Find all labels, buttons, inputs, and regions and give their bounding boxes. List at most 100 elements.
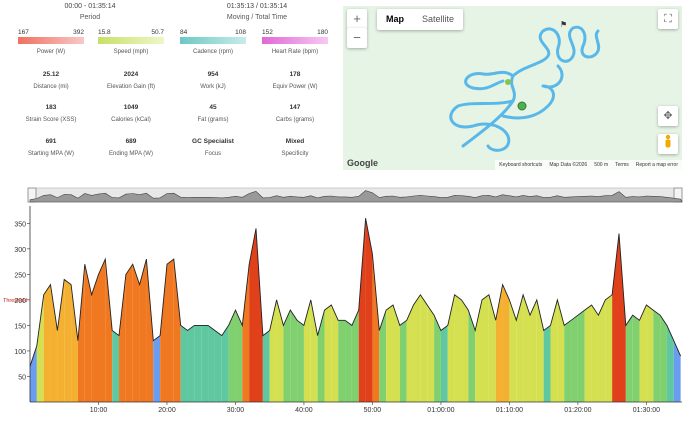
power-area-segment	[30, 345, 37, 402]
map-pan-button[interactable]: ✥	[658, 106, 678, 126]
keyboard-shortcuts-link[interactable]: Keyboard shortcuts	[499, 162, 543, 168]
moving-header: 01:35:13 / 01:35:14 Moving / Total Time	[202, 3, 312, 21]
fullscreen-button[interactable]: ⛶	[658, 9, 678, 29]
moving-time: 01:35:13 / 01:35:14	[226, 3, 288, 10]
power-area-segment	[132, 264, 140, 402]
power-area-segment	[420, 294, 428, 402]
metric-value: Mixed	[285, 138, 305, 145]
google-logo: Google	[347, 158, 378, 168]
power-area-segment	[166, 259, 174, 402]
zoom-out-button[interactable]: −	[347, 28, 367, 48]
y-tick-label: 150	[14, 323, 26, 330]
metric-label: Equiv Power (W)	[272, 84, 318, 90]
scale-text: 500 m	[594, 162, 609, 168]
power-area-segment	[345, 320, 352, 402]
x-tick-label: 40:00	[295, 407, 313, 414]
power-area-segment	[406, 305, 414, 402]
metric-carbs: 147 Carbs (grams)	[255, 104, 335, 123]
metric-value: 178	[289, 71, 301, 78]
power-area-segment	[125, 264, 133, 402]
metric-elevation: 2024 Elevation Gain (ft)	[91, 71, 171, 90]
route-map[interactable]: ⚑ Map Satellite + − ⛶ ✥ Google Keyboard …	[343, 6, 682, 170]
metric-label: Calories (kCal)	[111, 117, 151, 123]
power-area-segment	[618, 233, 626, 402]
power-area-segment	[660, 315, 667, 402]
power-area-segment	[591, 305, 599, 402]
power-area-segment	[577, 310, 585, 402]
cadence-bar	[180, 37, 246, 44]
metric-specificity: Mixed Specificity	[255, 138, 335, 157]
power-chart-svg[interactable]: 50 100 150 200 250 300 350 10:00 20:00 30:00 40:00…	[0, 180, 690, 418]
power-area-segment	[550, 299, 558, 402]
metric-label: Ending MPA (W)	[109, 151, 153, 157]
terms-link[interactable]: Terms	[615, 162, 629, 168]
power-area-segment	[290, 310, 298, 402]
metric-strain: 183 Strain Score (XSS)	[11, 104, 91, 123]
power-area-segment	[488, 294, 496, 402]
x-tick-label: 01:10:00	[496, 407, 523, 414]
route-map-canvas[interactable]: ⚑	[343, 6, 682, 170]
power-area-segment	[516, 294, 524, 402]
power-area-segment	[598, 299, 606, 402]
tab-satellite[interactable]: Satellite	[422, 14, 455, 24]
power-area-segment	[269, 299, 277, 402]
power-chart[interactable]: 50 100 150 200 250 300 350 10:00 20:00 30:00 40:00…	[0, 180, 690, 418]
power-area-segment	[564, 320, 572, 402]
map-data-text: Map Data ©2026	[549, 162, 588, 168]
power-area-segment	[338, 320, 346, 402]
power-area-segment	[468, 310, 476, 402]
power-area-segment	[98, 259, 106, 402]
metric-label: Elevation Gain (ft)	[106, 84, 156, 90]
power-area-segment	[605, 294, 613, 402]
power-area-segment	[392, 305, 400, 402]
speed-min: 15.8	[98, 29, 111, 36]
power-area-segment	[612, 233, 619, 402]
speed-label: Speed (mph)	[113, 49, 149, 55]
power-area-segment	[297, 320, 304, 402]
power-area-segment	[201, 325, 209, 402]
metric-value: 954	[207, 71, 219, 78]
power-area-segment	[427, 305, 435, 402]
power-area-segment	[523, 294, 530, 402]
metric-label: Carbs (grams)	[275, 117, 315, 123]
power-area-segment	[249, 228, 257, 402]
y-tick-label: 350	[14, 221, 26, 228]
power-max: 392	[73, 29, 84, 36]
metric-calories: 1049 Calories (kCal)	[91, 104, 171, 123]
metric-starting-mpa: 691 Starting MPA (W)	[11, 138, 91, 157]
route-path	[449, 25, 601, 152]
power-area-segment	[482, 294, 489, 402]
power-area-segment	[461, 299, 469, 402]
power-area-segment	[509, 299, 517, 402]
cadence-range: 84 108 Cadence (rpm)	[180, 29, 246, 55]
metric-ending-mpa: 689 Ending MPA (W)	[91, 138, 171, 157]
power-area-segment	[639, 305, 647, 402]
power-area-segment	[262, 330, 270, 402]
metric-label: Distance (mi)	[33, 84, 69, 90]
metric-equiv-power: 178 Equiv Power (W)	[255, 71, 335, 90]
overview-trace	[29, 190, 683, 203]
power-area-segment	[365, 218, 373, 402]
power-area-segment	[495, 284, 503, 402]
street-view-pegman-icon[interactable]	[658, 134, 678, 154]
power-area-segment	[447, 294, 455, 402]
power-area-segment	[502, 284, 510, 402]
power-area-segment	[71, 284, 78, 402]
power-area-segment	[36, 294, 44, 402]
power-area-segment	[454, 294, 462, 402]
x-tick-label: 20:00	[158, 407, 176, 414]
metric-value: 25.12	[42, 71, 60, 78]
power-area-segment	[543, 325, 551, 402]
power-area-segment	[399, 320, 407, 402]
hr-bar	[262, 37, 328, 44]
power-area-segment	[557, 299, 565, 402]
zoom-in-button[interactable]: +	[347, 9, 367, 29]
power-area-segment	[43, 284, 51, 402]
power-area-segment	[386, 305, 393, 402]
report-error-link[interactable]: Report a map error	[635, 162, 678, 168]
tab-map[interactable]: Map	[386, 14, 404, 24]
power-area-segment	[646, 305, 654, 402]
metric-label: Starting MPA (W)	[28, 151, 74, 157]
start-marker	[517, 101, 527, 111]
power-area-segment	[160, 264, 167, 402]
